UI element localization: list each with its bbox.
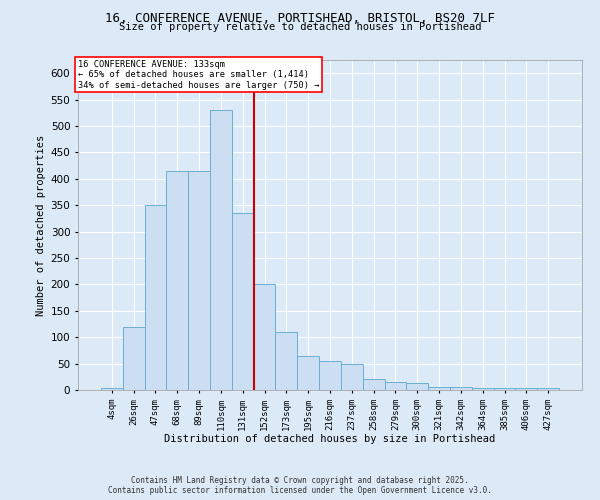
Bar	[166, 171, 188, 390]
Bar	[472, 388, 494, 390]
Bar	[319, 361, 341, 390]
Bar	[232, 213, 254, 390]
Bar	[210, 110, 232, 390]
Text: 16 CONFERENCE AVENUE: 133sqm
← 65% of detached houses are smaller (1,414)
34% of: 16 CONFERENCE AVENUE: 133sqm ← 65% of de…	[78, 60, 320, 90]
Bar	[101, 388, 123, 390]
Bar	[406, 383, 428, 390]
Bar	[297, 356, 319, 390]
Bar	[494, 388, 515, 390]
Bar	[515, 388, 537, 390]
Bar	[275, 332, 297, 390]
Bar	[363, 380, 385, 390]
Bar	[537, 388, 559, 390]
Bar	[123, 326, 145, 390]
Text: 16, CONFERENCE AVENUE, PORTISHEAD, BRISTOL, BS20 7LF: 16, CONFERENCE AVENUE, PORTISHEAD, BRIST…	[105, 12, 495, 26]
Bar	[385, 382, 406, 390]
Bar	[428, 388, 450, 390]
Bar	[145, 205, 166, 390]
Text: Size of property relative to detached houses in Portishead: Size of property relative to detached ho…	[119, 22, 481, 32]
Bar	[254, 284, 275, 390]
Bar	[188, 171, 210, 390]
Text: Contains HM Land Registry data © Crown copyright and database right 2025.
Contai: Contains HM Land Registry data © Crown c…	[108, 476, 492, 495]
Bar	[341, 364, 363, 390]
Bar	[450, 388, 472, 390]
X-axis label: Distribution of detached houses by size in Portishead: Distribution of detached houses by size …	[164, 434, 496, 444]
Y-axis label: Number of detached properties: Number of detached properties	[37, 134, 46, 316]
